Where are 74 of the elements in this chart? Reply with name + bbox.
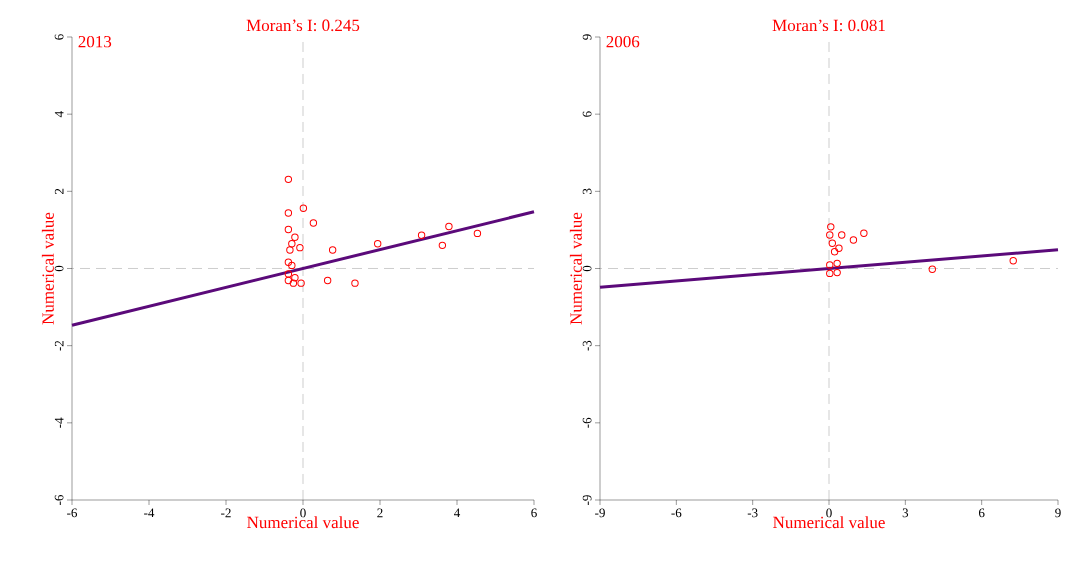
y-tick-label: 6 (582, 111, 592, 117)
point (328, 246, 337, 254)
y-tick-label: 6 (54, 34, 64, 40)
point (288, 240, 296, 248)
point (291, 274, 299, 282)
point (417, 231, 426, 240)
point (860, 229, 868, 237)
point (284, 270, 293, 278)
y-tick-label: 3 (582, 188, 592, 194)
point (286, 246, 294, 254)
point (289, 279, 298, 287)
x-tick-label: 2 (377, 508, 383, 518)
chart-title: 2006 (606, 35, 640, 48)
point (833, 259, 841, 268)
y-axis-title: Numerical value (41, 212, 54, 325)
x-tick-label: 6 (531, 508, 537, 518)
y-tick-label: -9 (582, 495, 592, 505)
y-tick-label: -2 (54, 340, 64, 351)
x-tick-label: -6 (671, 508, 682, 518)
point (299, 204, 308, 212)
y-tick-label: -6 (582, 417, 592, 428)
point (284, 258, 293, 267)
point (284, 209, 293, 217)
x-tick-label: 3 (902, 508, 909, 518)
point (827, 223, 835, 231)
point (849, 236, 858, 244)
x-tick-label: -9 (595, 508, 605, 518)
x-tick-label: 0 (300, 508, 306, 518)
x-tick-label: 0 (826, 508, 832, 518)
x-tick-label: -6 (67, 508, 78, 518)
point (284, 276, 293, 285)
x-tick-label: 6 (978, 508, 985, 518)
point (826, 269, 834, 278)
point (838, 231, 846, 239)
chart-subtitle: Moran’s I: 0.245 (246, 19, 360, 32)
chart-title: 2013 (78, 35, 112, 48)
point (473, 229, 482, 238)
point (438, 241, 447, 250)
point (288, 261, 296, 270)
point (351, 279, 359, 287)
point (309, 219, 318, 227)
y-tick-label: -4 (54, 417, 64, 428)
x-tick-label: 4 (454, 508, 461, 518)
point (373, 240, 382, 248)
x-axis-title: Numerical value (247, 516, 359, 529)
y-tick-label: 0 (582, 265, 592, 272)
point (835, 244, 843, 252)
point (830, 248, 839, 256)
point (284, 225, 293, 234)
point (296, 243, 304, 252)
point (323, 276, 332, 285)
point (284, 175, 293, 184)
y-tick-label: 0 (54, 265, 64, 272)
point (826, 261, 834, 269)
point (297, 279, 305, 287)
y-tick-label: 2 (54, 188, 64, 195)
x-tick-label: -2 (221, 508, 231, 518)
point (291, 233, 299, 241)
point (928, 265, 937, 273)
y-tick-label: -3 (582, 340, 592, 351)
x-tick-label: -3 (747, 508, 758, 518)
y-axis-title: Numerical value (569, 212, 582, 325)
point (826, 231, 834, 239)
point (828, 239, 837, 247)
x-axis-title: Numerical value (773, 516, 885, 529)
y-tick-label: -6 (54, 494, 64, 505)
point (833, 268, 841, 277)
point (445, 222, 453, 231)
y-tick-label: 4 (54, 111, 64, 118)
x-tick-label: 9 (1055, 508, 1061, 518)
y-tick-label: 9 (582, 34, 592, 40)
chart-subtitle: Moran’s I: 0.081 (772, 19, 885, 32)
point (1009, 257, 1017, 265)
x-tick-label: -4 (144, 508, 155, 518)
